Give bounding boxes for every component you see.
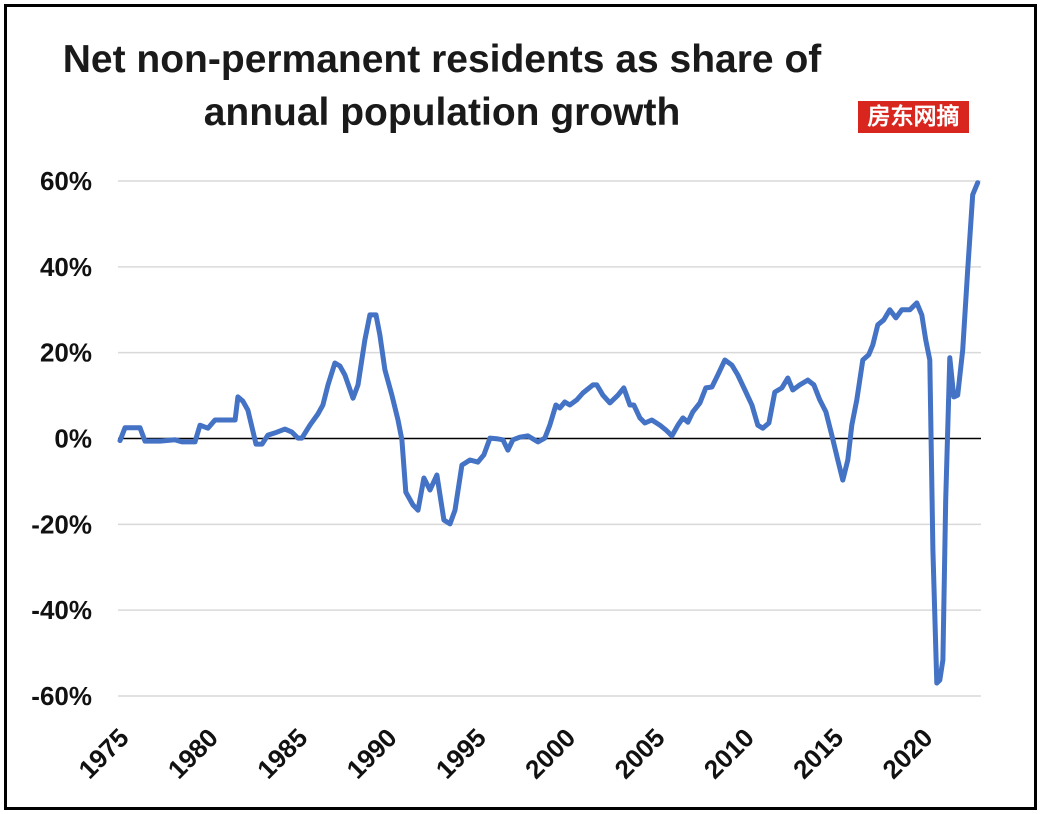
watermark-badge: 房东网摘 — [858, 101, 969, 133]
y-tick-label: -40% — [31, 595, 92, 625]
y-tick-label: 60% — [40, 166, 92, 196]
chart-frame — [4, 4, 1037, 810]
y-tick-label: -60% — [31, 681, 92, 711]
y-tick-label: 20% — [40, 338, 92, 368]
y-tick-label: 0% — [54, 424, 92, 454]
chart-title: Net non-permanent residents as share of … — [62, 38, 822, 134]
series-line — [117, 180, 981, 686]
y-tick-label: 40% — [40, 252, 92, 282]
y-tick-label: -20% — [31, 509, 92, 539]
